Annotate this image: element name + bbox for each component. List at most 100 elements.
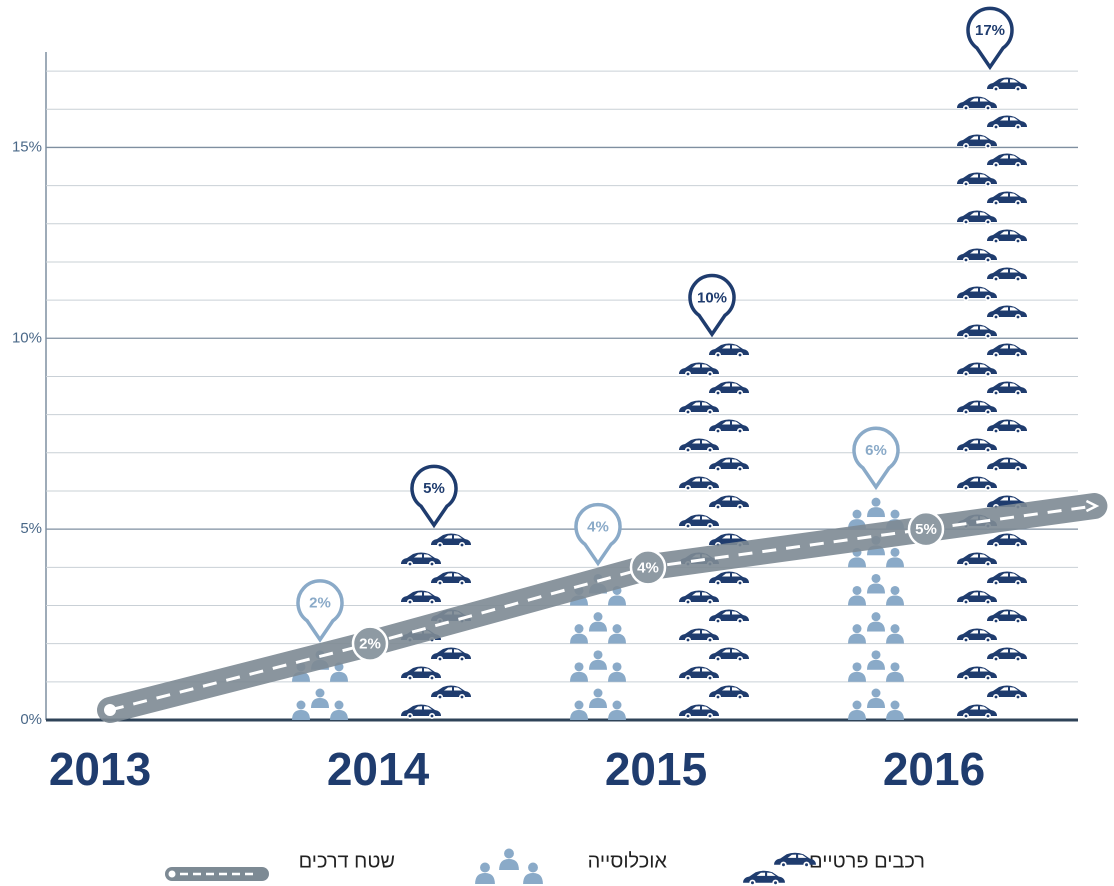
legend-person bbox=[475, 862, 495, 884]
car-icon bbox=[679, 590, 719, 605]
car-icon bbox=[957, 476, 997, 491]
car-icon bbox=[679, 362, 719, 377]
car-icon bbox=[709, 419, 749, 434]
car-stack bbox=[957, 77, 1027, 719]
car-icon bbox=[957, 628, 997, 643]
person-icon bbox=[886, 700, 904, 720]
car-icon bbox=[431, 685, 471, 700]
pin-label: 5% bbox=[423, 480, 445, 497]
car-icon bbox=[957, 552, 997, 567]
pin-label: 10% bbox=[697, 289, 727, 306]
x-tick-label: 2013 bbox=[49, 743, 151, 795]
road-start bbox=[104, 704, 116, 716]
car-icon bbox=[679, 514, 719, 529]
car-icon bbox=[957, 248, 997, 263]
person-icon bbox=[570, 662, 588, 682]
person-icon bbox=[311, 688, 329, 708]
person-icon bbox=[570, 624, 588, 644]
car-icon bbox=[709, 381, 749, 396]
car-icon bbox=[957, 666, 997, 681]
person-icon bbox=[867, 497, 885, 518]
car-icon bbox=[709, 609, 749, 624]
car-icon bbox=[987, 381, 1027, 396]
car-stack bbox=[679, 343, 749, 719]
person-icon bbox=[292, 700, 310, 720]
y-tick-label: 10% bbox=[12, 329, 42, 346]
person-icon bbox=[886, 624, 904, 644]
car-icon bbox=[957, 438, 997, 453]
car-icon bbox=[987, 533, 1027, 548]
car-icon bbox=[987, 419, 1027, 434]
car-icon bbox=[401, 552, 441, 567]
legend-road-start bbox=[168, 870, 176, 878]
car-icon bbox=[431, 571, 471, 586]
person-icon bbox=[867, 688, 885, 708]
pin bbox=[574, 502, 622, 567]
legend-label: שטח דרכים bbox=[299, 850, 395, 872]
car-icon bbox=[709, 571, 749, 586]
car-icon bbox=[957, 400, 997, 415]
car-icon bbox=[987, 305, 1027, 320]
legend-label: רכבים פרטיים bbox=[809, 850, 925, 872]
car-icon bbox=[957, 210, 997, 225]
pin bbox=[410, 464, 458, 529]
car-icon bbox=[679, 666, 719, 681]
pin bbox=[852, 426, 900, 491]
pin bbox=[966, 6, 1014, 71]
car-icon bbox=[987, 343, 1027, 358]
person-icon bbox=[886, 585, 904, 606]
x-tick-label: 2014 bbox=[327, 743, 430, 795]
y-tick-label: 0% bbox=[20, 711, 42, 728]
person-icon bbox=[589, 650, 607, 670]
road-label: 4% bbox=[637, 559, 659, 576]
person-icon bbox=[867, 573, 885, 594]
car-icon bbox=[987, 457, 1027, 472]
pin-label: 4% bbox=[587, 518, 609, 535]
car-icon bbox=[987, 647, 1027, 662]
car-icon bbox=[679, 438, 719, 453]
person-icon bbox=[608, 662, 626, 682]
pin-label: 6% bbox=[865, 442, 887, 459]
car-icon bbox=[709, 343, 749, 358]
car-icon bbox=[987, 609, 1027, 624]
y-tick-label: 15% bbox=[12, 138, 42, 155]
y-tick-label: 5% bbox=[20, 520, 42, 537]
car-icon bbox=[679, 476, 719, 491]
pin bbox=[688, 273, 736, 338]
legend-car bbox=[743, 870, 785, 886]
car-icon bbox=[401, 704, 441, 719]
person-icon bbox=[608, 624, 626, 644]
car-icon bbox=[957, 590, 997, 605]
car-icon bbox=[987, 267, 1027, 282]
car-icon bbox=[957, 286, 997, 301]
person-icon bbox=[886, 547, 904, 568]
x-tick-label: 2016 bbox=[883, 743, 985, 795]
person-icon bbox=[608, 700, 626, 720]
car-icon bbox=[987, 229, 1027, 244]
car-icon bbox=[709, 495, 749, 510]
car-icon bbox=[987, 571, 1027, 586]
road-marker bbox=[907, 510, 945, 548]
road-arrow bbox=[1085, 499, 1100, 513]
legend-label: אוכלוסייה bbox=[588, 850, 668, 872]
car-icon bbox=[987, 191, 1027, 206]
car-icon bbox=[709, 685, 749, 700]
pin-label: 17% bbox=[975, 22, 1005, 39]
car-icon bbox=[987, 77, 1027, 92]
car-icon bbox=[709, 457, 749, 472]
car-icon bbox=[679, 400, 719, 415]
legend-person bbox=[523, 862, 543, 884]
person-icon bbox=[886, 662, 904, 682]
road-marker bbox=[351, 625, 389, 662]
legend-person bbox=[499, 848, 519, 870]
road bbox=[97, 516, 939, 723]
car-icon bbox=[987, 685, 1027, 700]
car-icon bbox=[401, 590, 441, 605]
road-marker bbox=[629, 549, 667, 586]
road-label: 2% bbox=[359, 636, 381, 653]
person-icon bbox=[867, 650, 885, 670]
person-icon bbox=[867, 612, 885, 632]
car-icon bbox=[957, 362, 997, 377]
